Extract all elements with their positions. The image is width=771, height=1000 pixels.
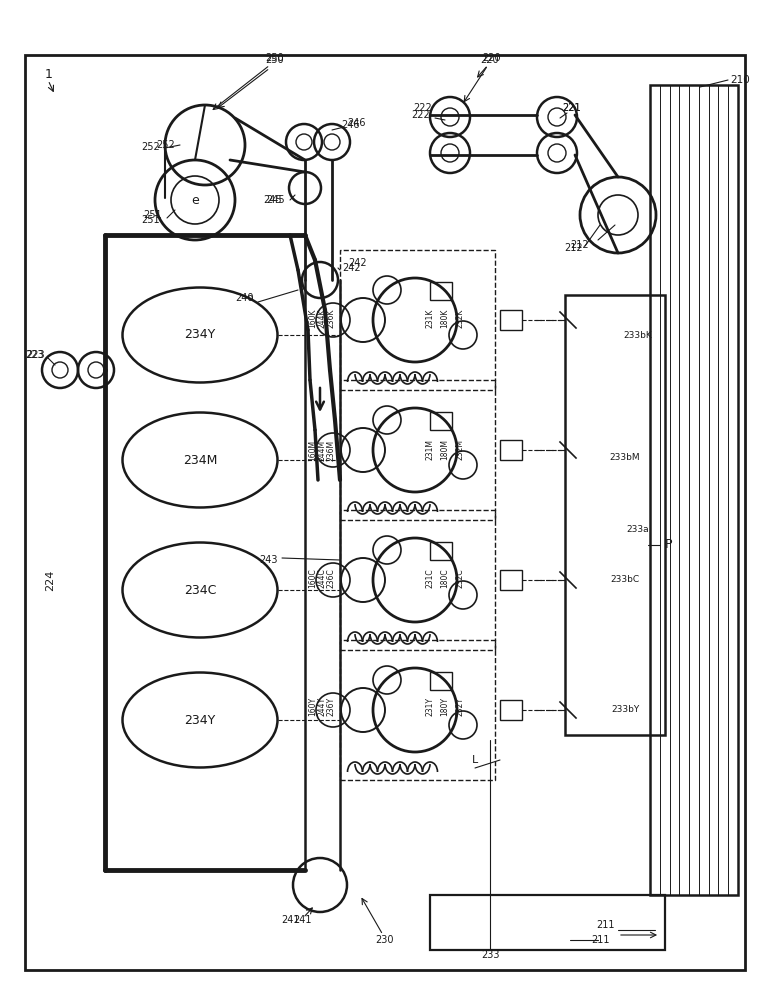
Text: 251: 251 xyxy=(143,210,162,220)
Text: 180Y: 180Y xyxy=(440,696,449,716)
Text: 221: 221 xyxy=(563,103,581,113)
Text: 160M: 160M xyxy=(308,439,318,461)
Text: 231K: 231K xyxy=(426,308,435,328)
Text: 244K: 244K xyxy=(318,308,326,328)
Ellipse shape xyxy=(123,672,278,768)
Text: 222: 222 xyxy=(413,103,432,113)
Ellipse shape xyxy=(123,288,278,382)
Text: 232C: 232C xyxy=(456,568,464,588)
Text: 180C: 180C xyxy=(440,568,449,588)
Text: 233: 233 xyxy=(481,950,500,960)
Text: 160K: 160K xyxy=(308,308,318,328)
Bar xyxy=(340,250,495,390)
Text: 252: 252 xyxy=(141,142,160,152)
Text: 231Y: 231Y xyxy=(426,696,435,716)
Text: 223: 223 xyxy=(25,350,44,360)
Text: 233bK: 233bK xyxy=(624,330,652,340)
Ellipse shape xyxy=(123,412,278,508)
Text: 240: 240 xyxy=(236,293,254,303)
Text: L: L xyxy=(472,755,478,765)
Bar xyxy=(650,85,738,895)
Bar xyxy=(340,510,495,650)
Bar xyxy=(430,895,665,950)
Bar xyxy=(340,640,495,780)
Text: 236C: 236C xyxy=(326,568,335,588)
Text: 224: 224 xyxy=(45,569,55,591)
Text: 231M: 231M xyxy=(426,440,435,460)
Bar xyxy=(430,412,452,430)
Bar xyxy=(430,282,452,300)
Text: 231C: 231C xyxy=(426,568,435,588)
Text: 232Y: 232Y xyxy=(456,696,464,716)
Text: P: P xyxy=(665,538,672,552)
Text: 236Y: 236Y xyxy=(326,696,335,716)
Text: 245: 245 xyxy=(264,195,282,205)
Text: 246: 246 xyxy=(347,118,365,128)
Text: 245: 245 xyxy=(266,195,285,205)
Text: 222: 222 xyxy=(411,110,430,120)
Text: 234C: 234C xyxy=(183,584,216,596)
Bar xyxy=(340,380,495,520)
Text: 160C: 160C xyxy=(308,568,318,588)
Text: 220: 220 xyxy=(480,55,500,65)
Text: 232M: 232M xyxy=(456,440,464,460)
Text: 233bM: 233bM xyxy=(610,454,640,462)
Text: 250: 250 xyxy=(266,53,284,63)
Bar xyxy=(500,570,522,590)
Text: 244C: 244C xyxy=(318,568,326,588)
Text: 243: 243 xyxy=(260,555,278,565)
Text: 1: 1 xyxy=(45,68,53,82)
Text: 250: 250 xyxy=(266,55,284,65)
Text: 223: 223 xyxy=(26,350,45,360)
Text: 160Y: 160Y xyxy=(308,696,318,716)
Bar xyxy=(500,310,522,330)
Ellipse shape xyxy=(123,542,278,638)
Text: 233bC: 233bC xyxy=(611,576,640,584)
Text: 233a: 233a xyxy=(627,526,649,534)
Text: 180K: 180K xyxy=(440,308,449,328)
Text: 234M: 234M xyxy=(183,454,217,466)
Text: 241: 241 xyxy=(281,915,300,925)
Text: 251: 251 xyxy=(141,215,160,225)
Text: 234Y: 234Y xyxy=(184,328,216,342)
Text: 240: 240 xyxy=(236,295,254,305)
Text: 212: 212 xyxy=(571,240,589,250)
Text: 242: 242 xyxy=(348,258,367,268)
Text: 252: 252 xyxy=(157,140,175,150)
Text: 232K: 232K xyxy=(456,308,464,328)
Bar xyxy=(430,542,452,560)
Text: 246: 246 xyxy=(341,120,359,130)
Text: 236M: 236M xyxy=(326,439,335,461)
Bar xyxy=(500,440,522,460)
Text: 244Y: 244Y xyxy=(318,696,326,716)
Text: 211: 211 xyxy=(597,920,615,930)
Text: 210: 210 xyxy=(730,75,749,85)
Text: 230: 230 xyxy=(375,935,394,945)
Text: 212: 212 xyxy=(564,243,583,253)
Text: 220: 220 xyxy=(483,53,501,63)
Text: 244M: 244M xyxy=(318,439,326,461)
Text: 234Y: 234Y xyxy=(184,714,216,726)
Text: 233bY: 233bY xyxy=(611,706,639,714)
Text: 211: 211 xyxy=(591,935,609,945)
Text: 236K: 236K xyxy=(326,308,335,328)
Bar xyxy=(565,295,665,735)
Text: 221: 221 xyxy=(563,103,581,113)
Text: 241: 241 xyxy=(294,915,312,925)
Text: e: e xyxy=(191,194,199,207)
Text: 180M: 180M xyxy=(440,440,449,460)
Bar xyxy=(430,672,452,690)
Text: 242: 242 xyxy=(342,263,361,273)
Bar xyxy=(500,700,522,720)
